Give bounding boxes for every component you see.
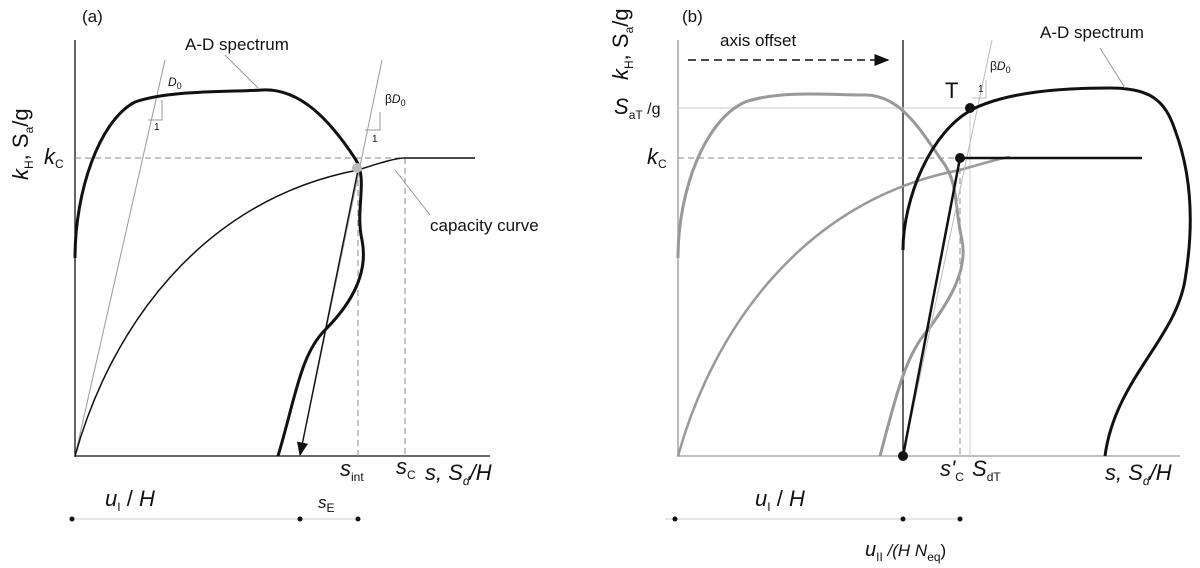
y-label: kH, Sa/g — [8, 108, 36, 180]
beta-label: βD0 — [385, 92, 406, 108]
slope-unit: 1 — [154, 122, 160, 133]
slope-triangle — [148, 100, 163, 121]
x-label: s, Sd/H — [425, 460, 492, 488]
u-label: uI / H — [105, 486, 155, 514]
intersection — [352, 163, 362, 173]
panel-tag: (b) — [682, 7, 703, 26]
capacity-branch — [901, 157, 962, 457]
s-c: s'C — [940, 456, 964, 484]
s-e: sE — [318, 493, 335, 515]
kc-label: kC — [647, 144, 667, 171]
spectrum-label: A-D spectrum — [1040, 23, 1144, 42]
kc-label: kC — [44, 144, 64, 171]
slope-triangle — [365, 112, 381, 131]
dot — [957, 516, 963, 522]
ad-spectrum — [73, 88, 365, 457]
origin-point — [898, 451, 908, 461]
ad-spectrum — [901, 86, 1192, 457]
leader — [224, 54, 259, 89]
u-label: uI / H — [755, 486, 805, 514]
slope-triangle — [972, 80, 987, 99]
beta-line — [902, 39, 993, 457]
offset-label: axis offset — [720, 31, 797, 50]
slope-label: D0 — [168, 75, 182, 91]
sat-label: SaT /g — [614, 94, 661, 122]
dot — [297, 516, 303, 522]
s-c: sC — [396, 454, 416, 482]
capacity-curve — [74, 157, 475, 457]
capacity-label: capacity curve — [430, 216, 539, 235]
dot — [69, 516, 75, 522]
beta-label: βD0 — [990, 59, 1011, 75]
point-t — [965, 103, 975, 113]
leader — [394, 169, 431, 216]
leader — [1099, 47, 1126, 89]
arrow — [297, 169, 359, 457]
x-label: s, Sd/H — [1105, 460, 1172, 488]
y-label: kH, Sa/g — [608, 8, 636, 80]
u2-label: uII /(H Neq) — [865, 539, 946, 564]
capacity-curve-original — [676, 155, 1011, 457]
dot — [355, 516, 361, 522]
spectrum-label: A-D spectrum — [185, 35, 289, 54]
panel-b: (b) kH, Sa/g axis offset T βD0 1 A-D spe… — [608, 7, 1192, 564]
d0-line — [74, 59, 166, 457]
ad-spectrum-original — [676, 92, 965, 457]
panel-a: (a) kH, Sa/g A-D spectrum D0 1 βD0 1 kC … — [8, 7, 539, 522]
point-label: T — [945, 78, 958, 103]
panel-tag: (a) — [82, 7, 103, 26]
beta-unit: 1 — [978, 84, 984, 95]
s-dt: SdT — [972, 456, 1001, 484]
s-int: sint — [340, 456, 364, 484]
dot — [672, 516, 678, 522]
beta-unit: 1 — [372, 134, 378, 145]
yield-point — [955, 153, 965, 163]
dot — [900, 516, 906, 522]
